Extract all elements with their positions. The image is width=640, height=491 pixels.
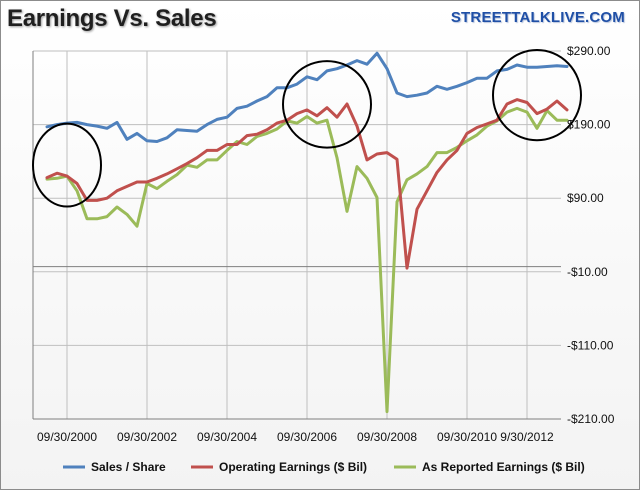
axis-layer: [32, 51, 561, 420]
x-tick-label: 09/30/2008: [357, 430, 417, 444]
highlight-ellipse: [282, 60, 372, 149]
annotation-layer: [32, 49, 582, 208]
highlight-ellipse: [32, 122, 102, 208]
highlight-ellipse: [492, 49, 582, 142]
x-tick-label: 9/30/2012: [500, 430, 554, 444]
series-line-as-reported-earnings: [45, 106, 569, 414]
y-tick-label: -$110.00: [567, 338, 614, 352]
brand-logo-text: STREETTALKLIVE.COM: [450, 9, 625, 26]
tick-layer: $290.00 $190.00 $90.00 -$10.00 -$110.00 -$210…: [37, 44, 615, 444]
x-tick-label: 09/30/2010: [437, 430, 497, 444]
x-tick-label: 09/30/2004: [197, 430, 257, 444]
chart-legend: Sales / Share Operating Earnings ($ Bil) A…: [63, 460, 585, 474]
series-line-operating-earnings: [45, 98, 569, 270]
y-tick-label: $290.00: [567, 44, 611, 58]
series-layer: [45, 51, 569, 414]
x-tick-label: 09/30/2002: [117, 430, 177, 444]
legend-label: Sales / Share: [91, 460, 166, 474]
grid-layer: [33, 50, 561, 420]
legend-label: Operating Earnings ($ Bil): [219, 460, 367, 474]
chart-title: Earnings Vs. Sales: [7, 5, 217, 32]
y-tick-label: $90.00: [567, 191, 604, 205]
x-tick-label: 09/30/2000: [37, 430, 97, 444]
y-tick-label: -$10.00: [567, 265, 608, 279]
y-tick-label: -$210.00: [567, 412, 615, 426]
legend-label: As Reported Earnings ($ Bil): [422, 460, 585, 474]
x-tick-label: 09/30/2006: [277, 430, 337, 444]
y-tick-label: $190.00: [567, 118, 611, 132]
series-line-sales-per-share: [45, 51, 569, 143]
